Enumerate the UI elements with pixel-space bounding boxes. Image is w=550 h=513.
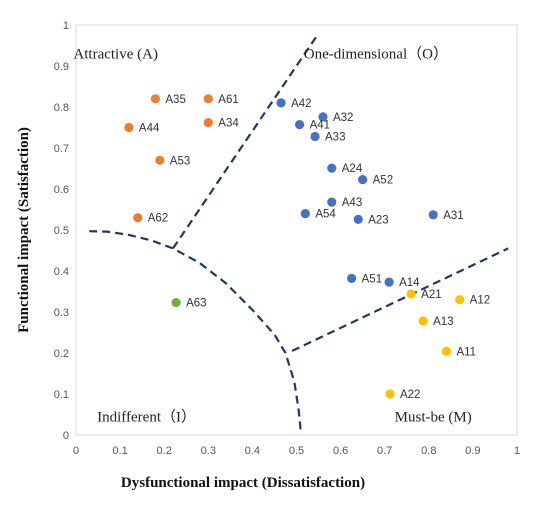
data-point-a14 xyxy=(384,277,394,287)
data-label-a33: A33 xyxy=(325,132,345,144)
y-tick-label: 0.4 xyxy=(54,266,69,278)
data-point-a44 xyxy=(124,122,134,133)
data-point-a41 xyxy=(294,120,305,130)
data-label-a32: A32 xyxy=(333,112,353,124)
boundary-line xyxy=(291,247,509,352)
x-tick-label: 0.5 xyxy=(289,445,304,457)
data-label-a14: A14 xyxy=(399,277,420,289)
data-label-a12: A12 xyxy=(470,295,490,307)
data-label-a61: A61 xyxy=(218,94,238,106)
y-tick-label: 0.6 xyxy=(54,184,69,196)
data-label-a62: A62 xyxy=(148,213,168,225)
y-axis-label: Functional impact (Satisfaction) xyxy=(16,127,32,333)
data-label-a53: A53 xyxy=(170,155,190,167)
data-point-a12 xyxy=(455,295,465,305)
data-label-a35: A35 xyxy=(165,94,185,106)
data-label-a43: A43 xyxy=(342,197,362,209)
y-tick-label: 1 xyxy=(63,20,69,32)
data-point-a54 xyxy=(300,209,310,219)
x-tick-labels: 0 0.1 0.2 0.3 0.4 0.5 0.6 0.7 0.8 0.9 1 xyxy=(73,445,520,457)
data-label-a11: A11 xyxy=(456,346,476,358)
plot-area xyxy=(75,24,518,436)
y-tick-label: 0 xyxy=(63,430,69,442)
data-point-a35 xyxy=(150,94,160,104)
data-label-a23: A23 xyxy=(368,214,388,226)
x-tick-label: 0.8 xyxy=(421,445,436,457)
region-label-i: Indifferent（I） xyxy=(97,409,196,426)
x-tick-label: 0.2 xyxy=(157,445,172,457)
data-point-a31 xyxy=(428,210,438,220)
data-label-a51: A51 xyxy=(362,273,382,285)
region-label-m: Must-be (M) xyxy=(395,410,472,426)
data-point-a32 xyxy=(318,112,328,122)
data-label-a63: A63 xyxy=(186,298,206,310)
data-point-a34 xyxy=(203,117,213,128)
y-tick-label: 0.9 xyxy=(54,61,69,73)
region-label-a: Attractive (A) xyxy=(73,47,158,63)
x-tick-label: 0.3 xyxy=(201,445,216,457)
data-point-a43 xyxy=(327,197,337,207)
quadrant-boundaries xyxy=(89,32,509,434)
data-point-a21 xyxy=(406,289,416,299)
data-point-a24 xyxy=(327,163,337,173)
data-point-a61 xyxy=(203,94,213,104)
y-tick-label: 0.5 xyxy=(54,225,69,237)
data-label-a21: A21 xyxy=(421,289,441,301)
boundary-line xyxy=(172,32,320,250)
data-point-a63 xyxy=(171,297,181,308)
x-axis-label: Dysfunctional impact (Dissatisfaction) xyxy=(121,475,365,491)
region-labels: Attractive (A) One-dimensional（O） Indiffer… xyxy=(73,46,471,426)
data-label-a41: A41 xyxy=(310,120,330,132)
data-point-a11 xyxy=(441,346,452,356)
data-label-a42: A42 xyxy=(291,98,311,110)
x-tick-label: 0.1 xyxy=(112,445,127,457)
data-point-a53 xyxy=(155,155,165,165)
data-label-a54: A54 xyxy=(315,209,336,221)
data-point-a62 xyxy=(133,213,143,223)
y-tick-label: 0.7 xyxy=(54,143,69,155)
data-label-a44: A44 xyxy=(139,123,160,135)
x-tick-label: 0.9 xyxy=(465,445,480,457)
data-point-a23 xyxy=(353,214,363,224)
x-tick-label: 0 xyxy=(73,445,79,457)
boundary-line xyxy=(89,230,302,434)
data-label-a52: A52 xyxy=(373,175,393,187)
data-label-a34: A34 xyxy=(218,118,239,130)
x-tick-label: 0.7 xyxy=(377,445,392,457)
data-point-a51 xyxy=(347,273,357,283)
x-tick-label: 0.4 xyxy=(245,445,260,457)
y-tick-label: 0.8 xyxy=(54,102,69,114)
y-tick-labels: 0 0.1 0.2 0.3 0.4 0.5 0.6 0.7 0.8 0.9 1 xyxy=(54,20,69,442)
data-point-a13 xyxy=(418,316,428,326)
data-label-a13: A13 xyxy=(433,316,453,328)
plot-frame xyxy=(75,24,518,436)
data-point-a42 xyxy=(276,98,286,108)
data-point-a22 xyxy=(385,389,395,399)
x-tick-label: 0.6 xyxy=(333,445,348,457)
y-tick-label: 0.3 xyxy=(54,307,69,319)
data-point-a33 xyxy=(310,131,320,142)
y-tick-label: 0.2 xyxy=(54,348,69,360)
data-label-a31: A31 xyxy=(443,210,463,222)
data-label-a22: A22 xyxy=(400,389,420,401)
y-tick-label: 0.1 xyxy=(54,389,69,401)
x-tick-label: 1 xyxy=(514,445,520,457)
data-label-a24: A24 xyxy=(342,163,363,175)
region-label-o: One-dimensional（O） xyxy=(304,46,448,63)
data-point-a52 xyxy=(358,174,368,185)
